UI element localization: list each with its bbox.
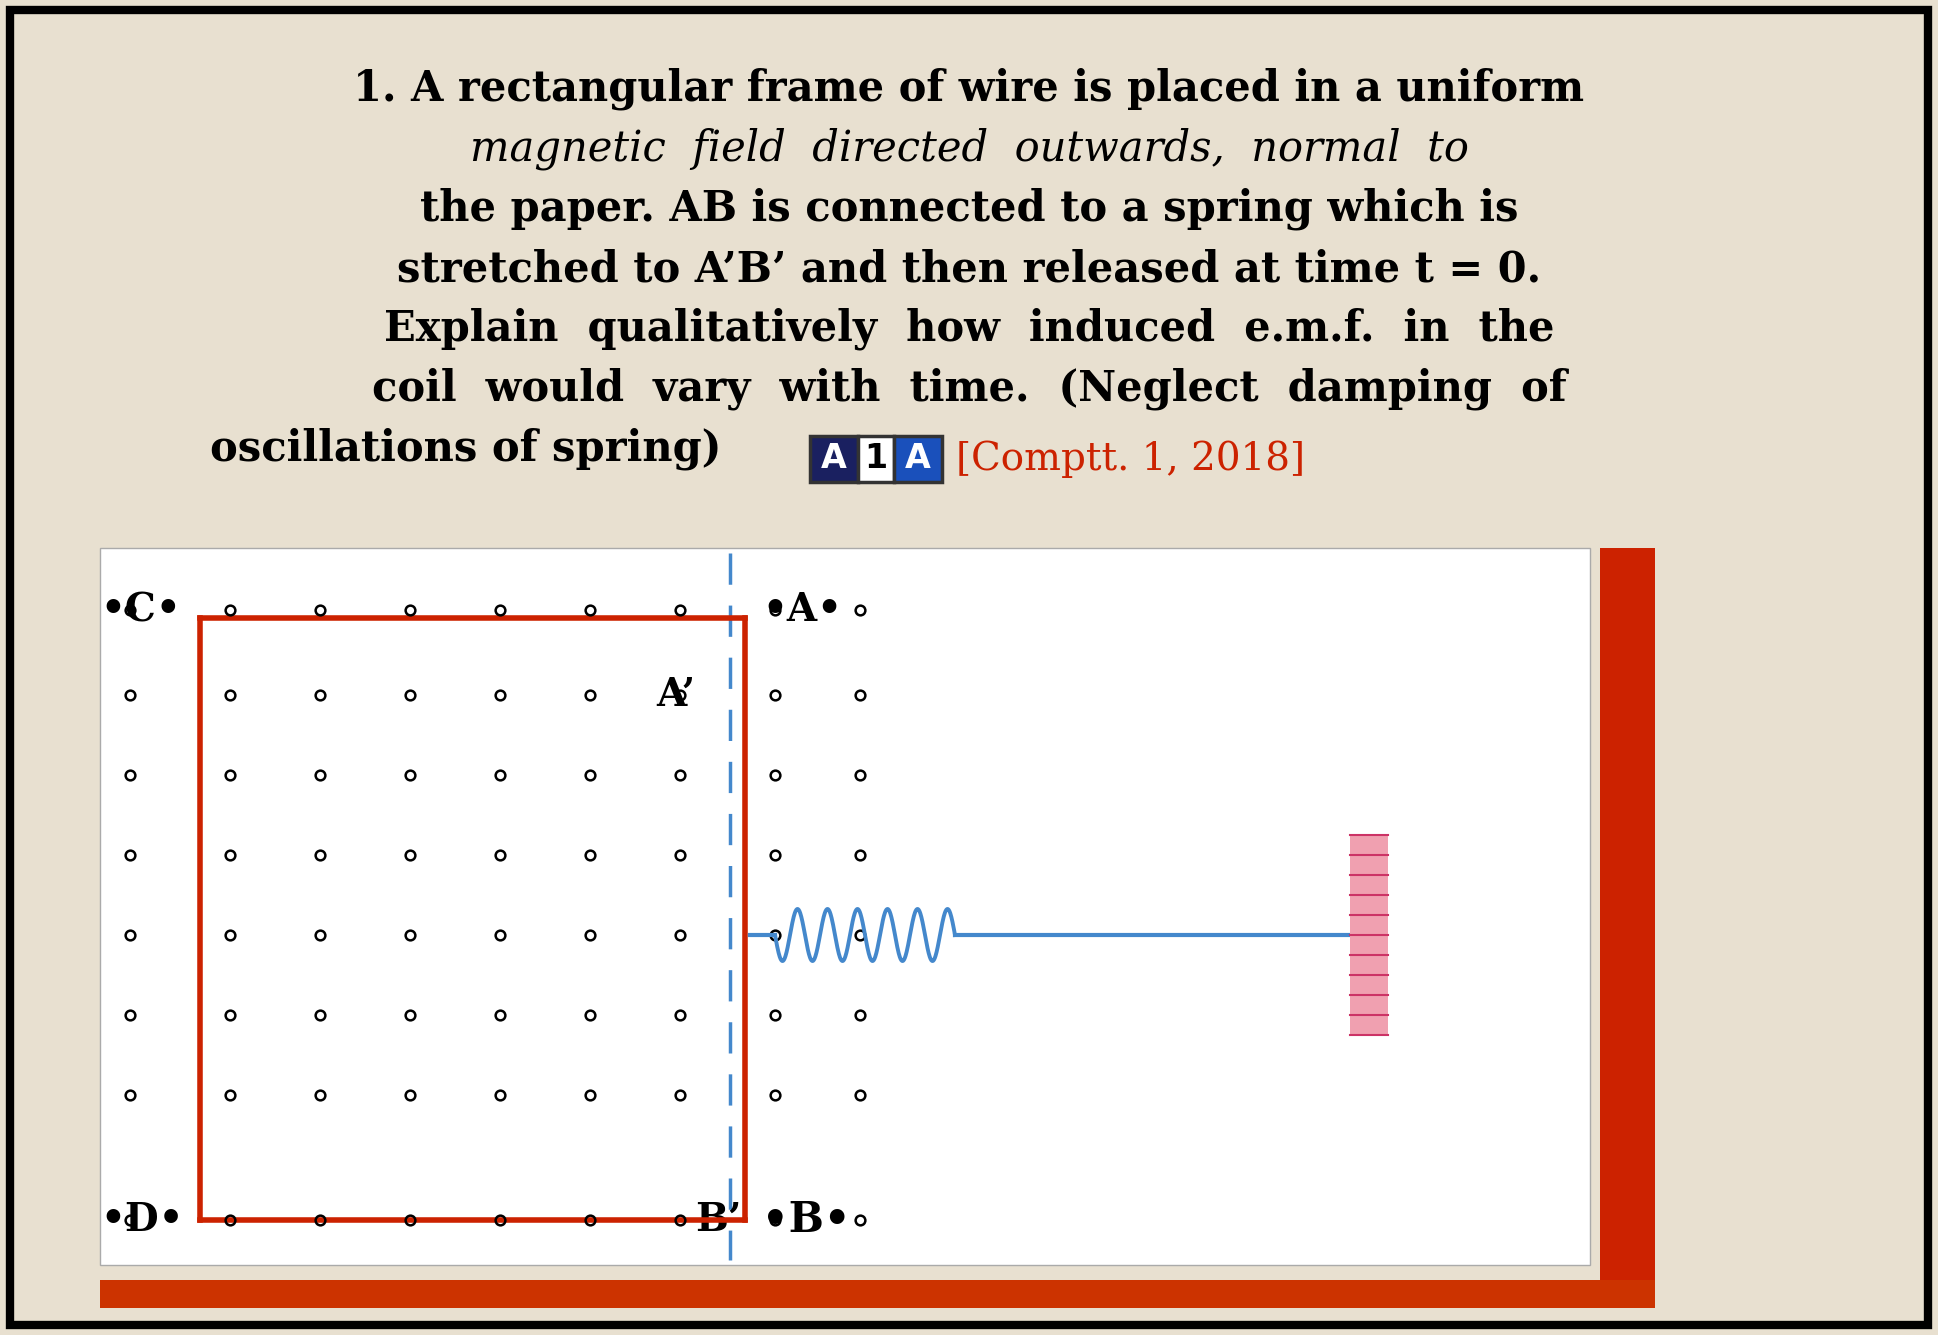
Text: Explain  qualitatively  how  induced  e.m.f.  in  the: Explain qualitatively how induced e.m.f.… [384, 308, 1554, 351]
Text: A’: A’ [655, 676, 696, 714]
Text: •D•: •D• [101, 1202, 184, 1239]
Text: A: A [822, 442, 847, 475]
Text: •B•: •B• [762, 1199, 851, 1242]
Text: •C•: •C• [101, 591, 180, 629]
Text: oscillations of spring): oscillations of spring) [209, 429, 721, 470]
Bar [1601, 547, 1655, 1306]
Text: 1: 1 [864, 442, 888, 475]
Bar [859, 437, 893, 482]
Text: coil  would  vary  with  time.  (Neglect  damping  of: coil would vary with time. (Neglect damp… [372, 368, 1566, 410]
Bar [101, 547, 1589, 1266]
Text: B’: B’ [696, 1202, 740, 1239]
Bar [810, 437, 859, 482]
Bar [101, 1280, 1655, 1308]
Text: the paper. AB is connected to a spring which is: the paper. AB is connected to a spring w… [421, 188, 1517, 231]
Text: A: A [905, 442, 930, 475]
Bar [893, 437, 942, 482]
Text: 1. A rectangular frame of wire is placed in a uniform: 1. A rectangular frame of wire is placed… [353, 68, 1585, 111]
Text: stretched to A’B’ and then released at time t = 0.: stretched to A’B’ and then released at t… [397, 248, 1541, 290]
Text: •A•: •A• [762, 591, 841, 629]
Text: [Comptt. 1, 2018]: [Comptt. 1, 2018] [955, 441, 1304, 478]
Bar [1351, 834, 1388, 1035]
Text: magnetic  field  directed  outwards,  normal  to: magnetic field directed outwards, normal… [469, 128, 1469, 171]
